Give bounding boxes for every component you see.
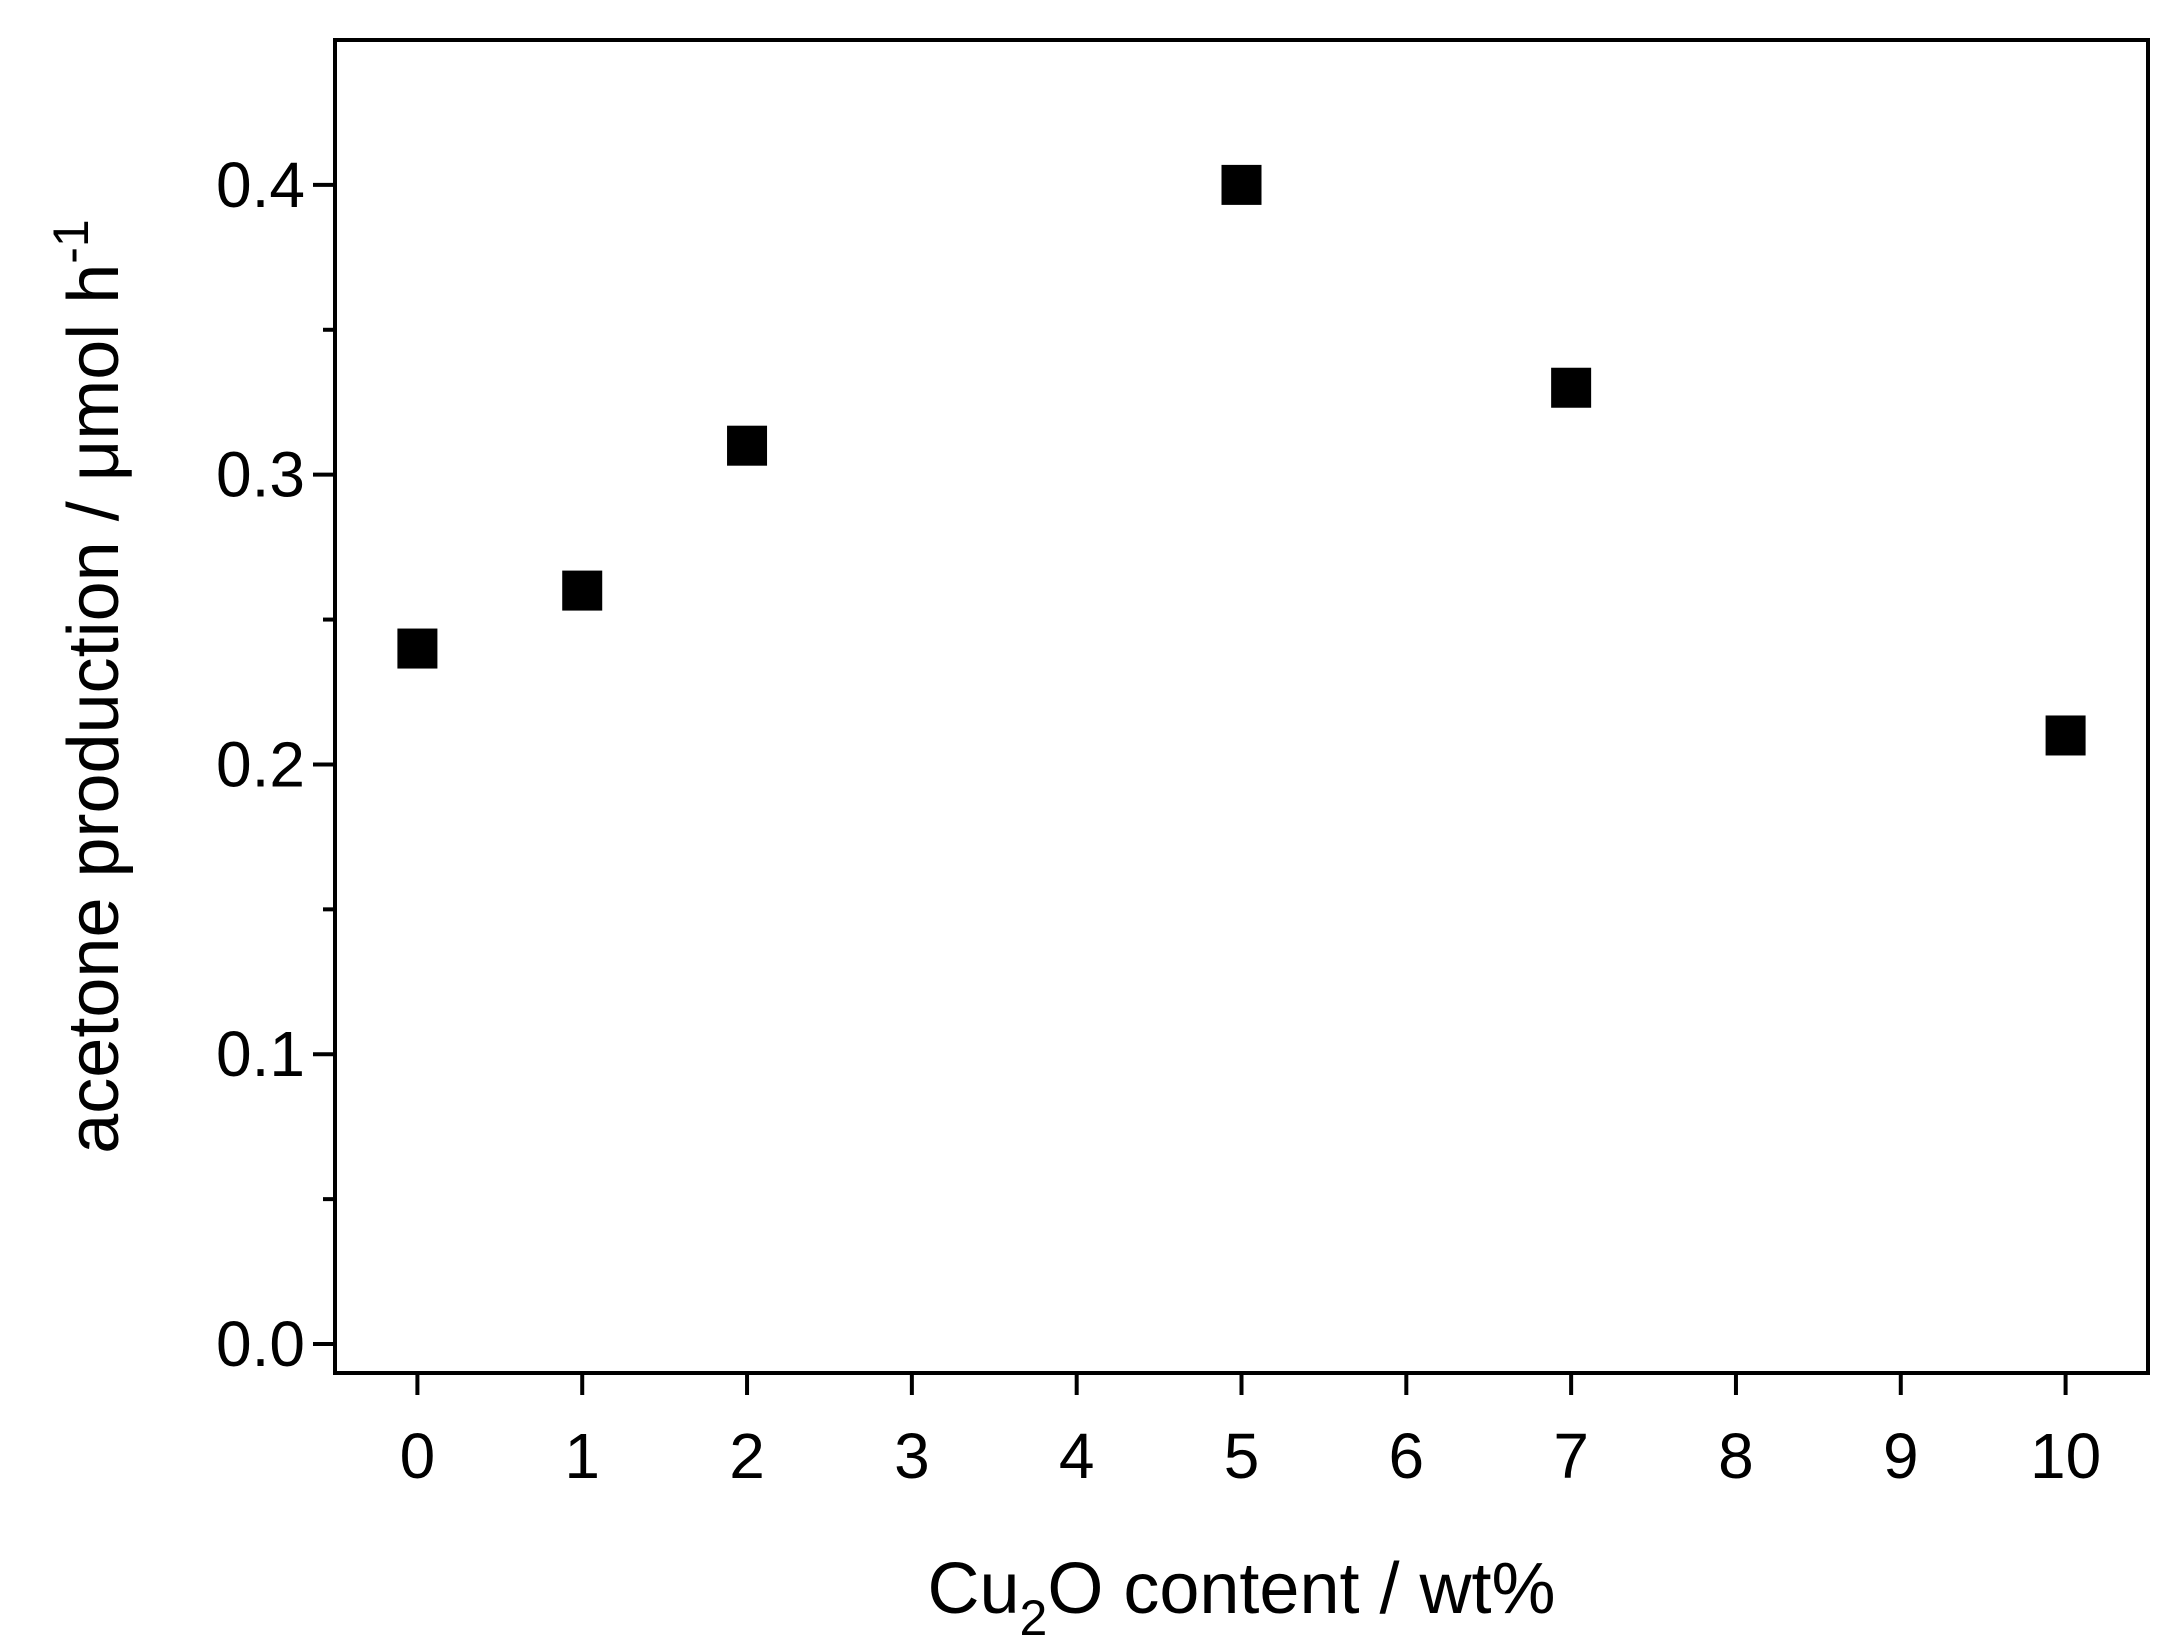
x-tick-label: 10 bbox=[2030, 1420, 2101, 1492]
x-axis-title: Cu2O content / wt% bbox=[927, 1549, 1555, 1636]
data-point-marker bbox=[1221, 164, 1262, 205]
y-axis-ticks: 0.0 0.1 0.2 0.3 0.4 bbox=[216, 149, 335, 1380]
y-axis-title-superscript: -1 bbox=[43, 219, 99, 263]
data-point-marker bbox=[1551, 367, 1592, 408]
x-tick-label: 3 bbox=[894, 1420, 930, 1492]
data-point-marker bbox=[562, 570, 603, 611]
x-axis-title-prefix: Cu bbox=[927, 1549, 1019, 1629]
x-tick-label: 1 bbox=[564, 1420, 600, 1492]
x-tick-label: 4 bbox=[1059, 1420, 1095, 1492]
data-point-marker bbox=[727, 425, 768, 466]
x-tick-label: 7 bbox=[1553, 1420, 1589, 1492]
x-axis-title-suffix: O content / wt% bbox=[1047, 1549, 1555, 1629]
data-markers bbox=[397, 164, 2086, 756]
x-tick-label: 0 bbox=[400, 1420, 436, 1492]
y-tick-label: 0.2 bbox=[216, 728, 305, 800]
x-tick-label: 8 bbox=[1718, 1420, 1754, 1492]
y-tick-label: 0.0 bbox=[216, 1308, 305, 1380]
y-tick-label: 0.4 bbox=[216, 149, 305, 221]
x-tick-label: 6 bbox=[1389, 1420, 1425, 1492]
data-point-marker bbox=[2045, 715, 2086, 756]
x-axis-title-subscript: 2 bbox=[1020, 1590, 1048, 1636]
x-axis-ticks: 0 1 2 3 4 5 6 7 8 9 10 bbox=[400, 1373, 2101, 1492]
x-tick-label: 2 bbox=[729, 1420, 765, 1492]
y-axis-title: acetone production / μmol h-1 bbox=[43, 219, 134, 1153]
y-tick-label: 0.1 bbox=[216, 1018, 305, 1090]
y-tick-label: 0.3 bbox=[216, 439, 305, 511]
data-point-marker bbox=[397, 628, 438, 669]
y-axis-title-main: acetone production / μmol h bbox=[54, 264, 134, 1154]
x-tick-label: 5 bbox=[1224, 1420, 1260, 1492]
x-tick-label: 9 bbox=[1883, 1420, 1919, 1492]
